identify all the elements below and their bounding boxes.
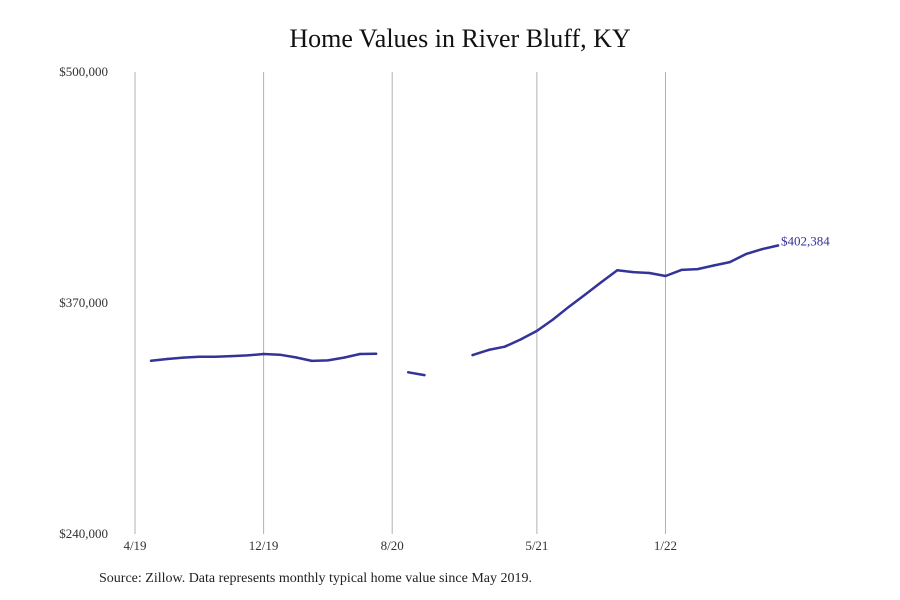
x-tick-label: 8/20	[381, 538, 404, 553]
data-point	[407, 371, 410, 374]
data-point	[680, 268, 683, 272]
data-point	[166, 357, 169, 361]
data-point	[423, 373, 426, 377]
source-note: Source: Zillow. Data represents monthly …	[99, 571, 532, 586]
data-point	[583, 293, 587, 296]
data-point	[374, 352, 378, 355]
data-point	[198, 355, 201, 358]
data-point	[310, 359, 313, 363]
data-point	[519, 338, 522, 341]
data-point	[760, 248, 764, 251]
data-point	[551, 318, 555, 321]
data-point	[776, 244, 780, 247]
data-point	[648, 271, 651, 275]
chart-title: Home Values in River Bluff, KY	[289, 24, 631, 53]
data-point	[632, 270, 635, 274]
data-point	[600, 281, 603, 284]
data-point	[262, 352, 265, 356]
data-point	[728, 260, 731, 264]
data-point	[294, 356, 297, 359]
series-line-segment	[471, 244, 780, 357]
series-line-segment	[407, 371, 426, 377]
data-point	[567, 305, 571, 308]
data-point	[535, 329, 539, 333]
data-point	[326, 359, 330, 362]
data-point	[616, 269, 619, 272]
data-point	[149, 359, 153, 362]
y-tick-label: $370,000	[59, 295, 108, 310]
data-point	[182, 356, 185, 359]
data-point	[214, 355, 217, 358]
data-point	[342, 356, 346, 359]
x-tick-label: 5/21	[525, 538, 548, 553]
x-tick-label: 12/19	[249, 538, 279, 553]
data-point	[664, 274, 667, 278]
data-point	[358, 352, 362, 356]
end-value-label: $402,384	[781, 233, 830, 248]
data-point	[696, 267, 699, 271]
data-point	[487, 348, 490, 352]
data-point	[230, 354, 233, 358]
data-point	[471, 353, 474, 357]
data-point	[503, 345, 506, 348]
data-point	[246, 354, 249, 357]
y-tick-label: $240,000	[59, 526, 108, 541]
data-point	[744, 252, 748, 256]
y-tick-label: $500,000	[59, 64, 108, 79]
x-tick-label: 4/19	[123, 538, 146, 553]
data-point	[278, 353, 281, 356]
x-tick-label: 1/22	[654, 538, 677, 553]
data-point	[712, 264, 715, 267]
